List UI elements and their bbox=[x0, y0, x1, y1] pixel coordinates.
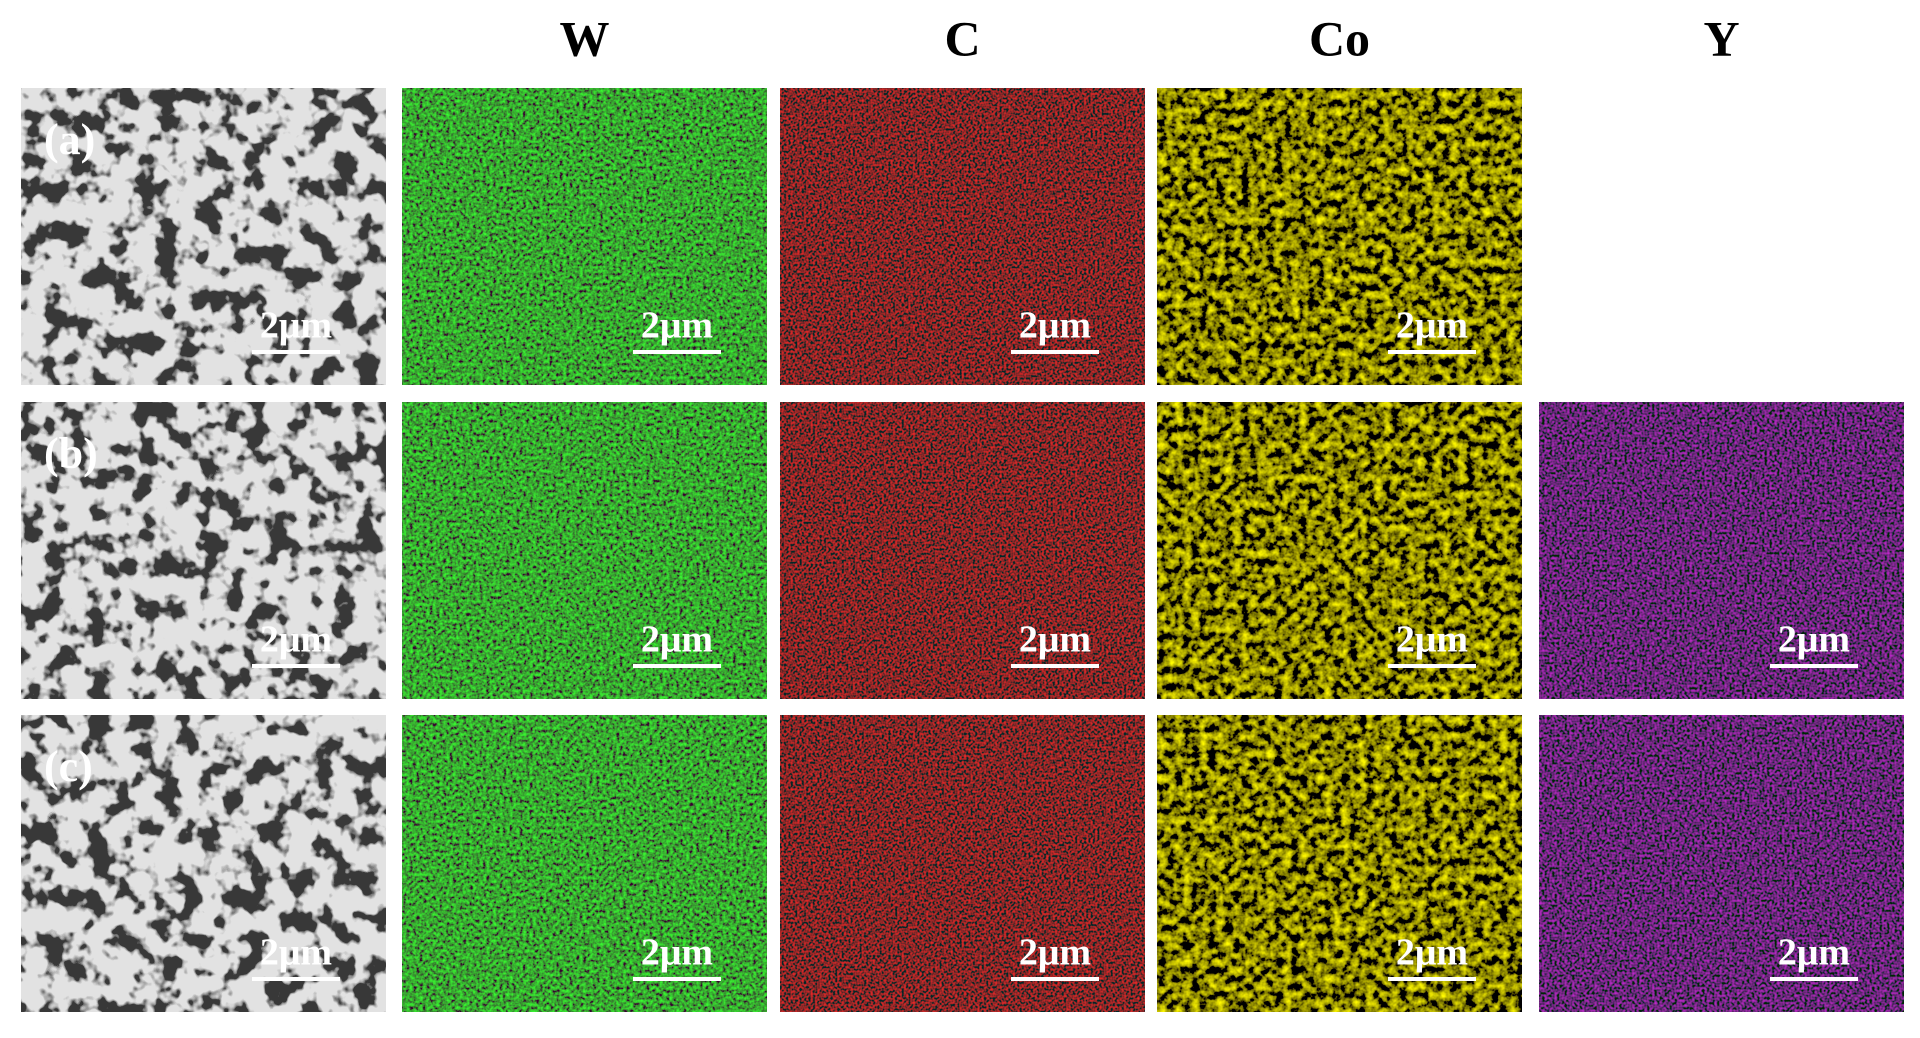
scale-label: 2μm bbox=[1019, 619, 1091, 661]
sem-image bbox=[21, 715, 386, 1012]
scale-label: 2μm bbox=[641, 619, 713, 661]
scale-label: 2μm bbox=[1778, 619, 1850, 661]
sem-image bbox=[21, 88, 386, 385]
scale-label: 2μm bbox=[641, 305, 713, 347]
scale-bar bbox=[1388, 350, 1476, 354]
sem-image bbox=[21, 402, 386, 699]
scale-bar bbox=[252, 977, 340, 981]
row-label: (a) bbox=[44, 115, 95, 164]
w-map bbox=[402, 88, 767, 385]
scale-label: 2μm bbox=[1019, 305, 1091, 347]
scale-label: 2μm bbox=[1396, 619, 1468, 661]
scale-bar bbox=[1770, 664, 1858, 668]
scale-label: 2μm bbox=[260, 932, 332, 974]
w-map bbox=[402, 715, 767, 1012]
scale-label: 2μm bbox=[1019, 932, 1091, 974]
co-map bbox=[1157, 402, 1522, 699]
co-map bbox=[1157, 88, 1522, 385]
scale-bar bbox=[252, 350, 340, 354]
scale-bar bbox=[633, 350, 721, 354]
column-header: W bbox=[560, 10, 610, 66]
column-header: Co bbox=[1309, 10, 1370, 66]
scale-bar bbox=[1770, 977, 1858, 981]
scale-bar bbox=[1388, 664, 1476, 668]
w-map bbox=[402, 402, 767, 699]
column-header: C bbox=[944, 10, 980, 66]
scale-bar bbox=[1011, 977, 1099, 981]
c-map bbox=[780, 715, 1145, 1012]
scale-label: 2μm bbox=[260, 619, 332, 661]
scale-bar bbox=[1011, 664, 1099, 668]
c-map bbox=[780, 88, 1145, 385]
scale-bar bbox=[252, 664, 340, 668]
scale-bar bbox=[633, 664, 721, 668]
scale-label: 2μm bbox=[260, 305, 332, 347]
scale-label: 2μm bbox=[1396, 932, 1468, 974]
scale-bar bbox=[633, 977, 721, 981]
scale-bar bbox=[1388, 977, 1476, 981]
scale-label: 2μm bbox=[1778, 932, 1850, 974]
scale-bar bbox=[1011, 350, 1099, 354]
scale-label: 2μm bbox=[641, 932, 713, 974]
co-map bbox=[1157, 715, 1522, 1012]
y-map bbox=[1539, 715, 1904, 1012]
y-map bbox=[1539, 402, 1904, 699]
c-map bbox=[780, 402, 1145, 699]
row-label: (c) bbox=[44, 742, 93, 791]
column-header: Y bbox=[1703, 10, 1739, 66]
scale-label: 2μm bbox=[1396, 305, 1468, 347]
row-label: (b) bbox=[44, 429, 98, 478]
